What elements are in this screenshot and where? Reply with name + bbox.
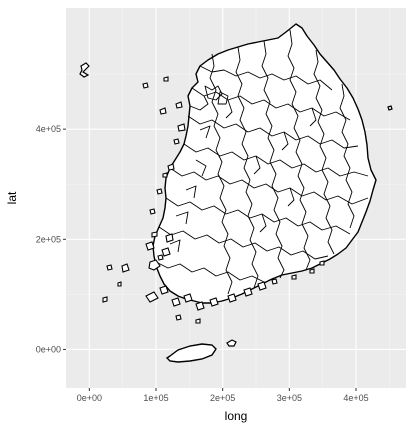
x-tick-label: 1e+05 [143, 393, 168, 403]
small-island-south [226, 339, 237, 347]
west-coast-islands [102, 76, 325, 324]
y-axis-ticks: 0e+00 2e+05 4e+05 [36, 124, 66, 354]
y-tick-label: 0e+00 [36, 344, 61, 354]
y-axis-title: lat [5, 191, 19, 204]
district-borders [155, 29, 369, 295]
mainland-outline [152, 23, 377, 304]
jeju-island [165, 343, 217, 363]
x-tick-label: 3e+05 [277, 393, 302, 403]
island-east [387, 105, 393, 111]
x-tick-label: 2e+05 [210, 393, 235, 403]
x-axis-ticks: 0e+00 1e+05 2e+05 3e+05 4e+05 [77, 388, 369, 403]
island-northwest [79, 62, 90, 78]
x-tick-label: 0e+00 [77, 393, 102, 403]
x-axis-title: long [225, 409, 248, 423]
korea-landmass [79, 23, 393, 363]
y-tick-label: 2e+05 [36, 234, 61, 244]
x-tick-label: 4e+05 [343, 393, 368, 403]
y-tick-label: 4e+05 [36, 124, 61, 134]
